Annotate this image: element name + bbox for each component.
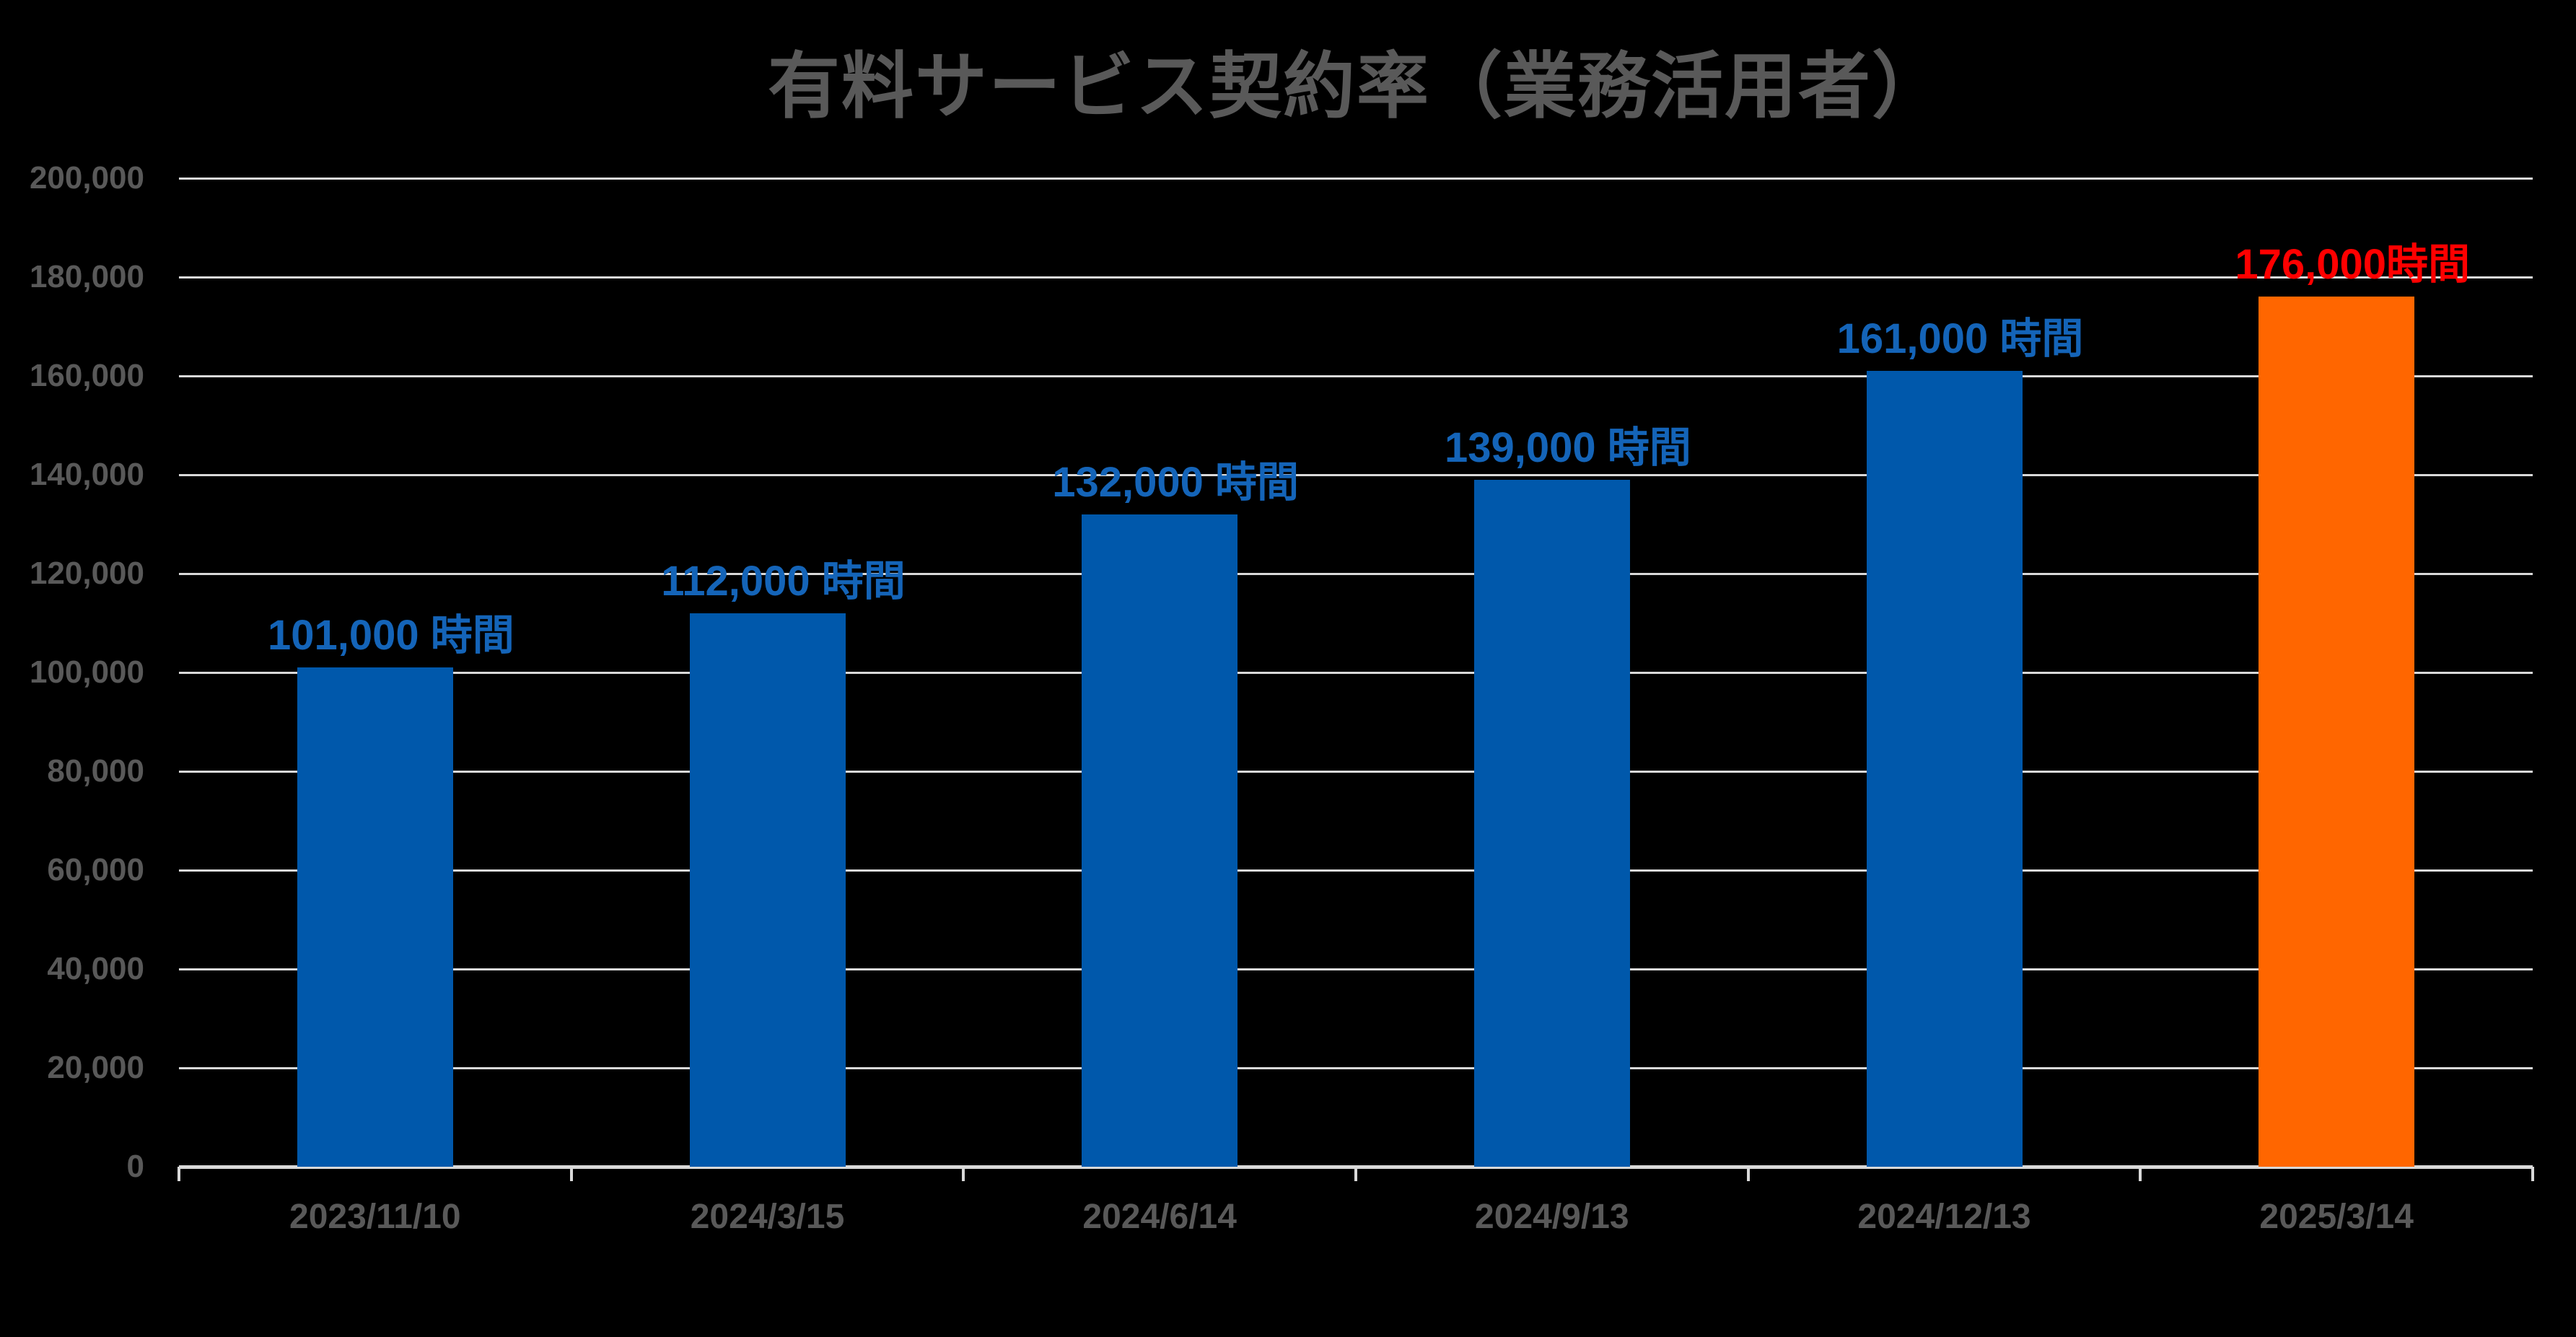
y-axis-tick-label: 80,000: [47, 753, 144, 789]
axis-tick: [178, 1167, 180, 1181]
axis-tick: [2139, 1167, 2142, 1181]
x-axis-tick-label: 2024/12/13: [1857, 1198, 2031, 1236]
bar-value-label: 161,000 時間: [1836, 315, 2084, 363]
gridline: [179, 869, 2533, 872]
gridline: [179, 374, 2533, 377]
axis-tick: [962, 1167, 965, 1181]
gridline: [179, 968, 2533, 970]
y-axis-tick-label: 200,000: [29, 160, 144, 196]
chart-title: 有料サービス契約率（業務活用者）: [768, 46, 1945, 127]
y-axis-tick-label: 20,000: [47, 1050, 144, 1085]
axis-tick: [1746, 1167, 1750, 1181]
gridline: [179, 770, 2533, 773]
y-axis-tick-label: 120,000: [29, 556, 144, 591]
gridline: [179, 1066, 2533, 1069]
gridline: [179, 572, 2533, 575]
bar: [689, 613, 846, 1167]
bar: [1473, 479, 1630, 1167]
axis-tick: [1354, 1167, 1357, 1181]
bar-value-label: 132,000 時間: [1052, 458, 1300, 506]
bar-value-label: 112,000 時間: [661, 557, 906, 605]
y-axis-tick-label: 100,000: [29, 654, 144, 690]
y-axis-tick-label: 180,000: [29, 259, 144, 294]
bar: [2259, 297, 2415, 1167]
x-axis-tick-label: 2024/3/15: [690, 1198, 845, 1236]
bar-value-label: 176,000時間: [2235, 241, 2470, 289]
bar: [1866, 371, 2023, 1167]
y-axis-tick-label: 60,000: [47, 852, 144, 887]
bar: [1082, 514, 1238, 1167]
axis-tick: [2531, 1167, 2534, 1181]
x-axis-tick-label: 2025/3/14: [2259, 1198, 2414, 1236]
axis-tick: [569, 1167, 573, 1181]
gridline: [179, 177, 2533, 180]
y-axis-tick-label: 40,000: [47, 951, 144, 986]
y-axis-tick-label: 160,000: [29, 358, 144, 393]
x-axis-tick-label: 2024/6/14: [1082, 1198, 1237, 1236]
bar-value-label: 101,000 時間: [267, 612, 514, 659]
x-axis-tick-label: 2023/11/10: [289, 1198, 461, 1236]
gridline: [179, 671, 2533, 674]
x-axis-tick-label: 2024/9/13: [1475, 1198, 1629, 1236]
gridline: [179, 473, 2533, 476]
y-axis-tick-label: 0: [126, 1149, 144, 1184]
bar: [297, 667, 453, 1167]
y-axis-tick-label: 140,000: [29, 457, 144, 492]
bar-value-label: 139,000 時間: [1444, 424, 1691, 471]
gridline: [179, 276, 2533, 279]
